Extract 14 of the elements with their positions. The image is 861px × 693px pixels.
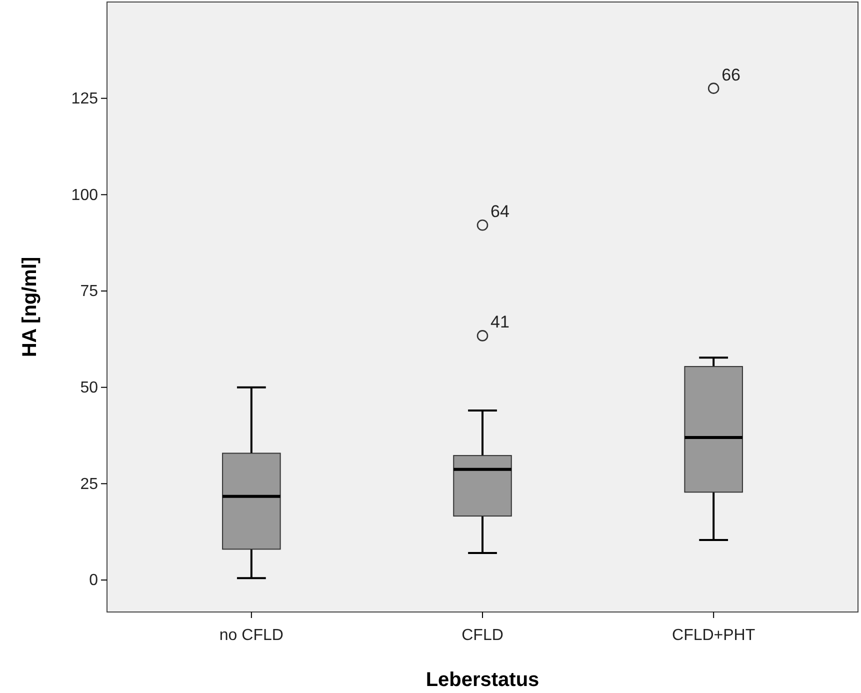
x-axis-title: Leberstatus xyxy=(426,669,540,691)
y-tick-label: 0 xyxy=(89,572,98,590)
y-tick-label: 75 xyxy=(80,283,98,300)
annotation: 64 xyxy=(490,202,510,222)
x-tick-label: CFLD xyxy=(462,627,504,644)
y-tick-label: 50 xyxy=(80,379,98,396)
x-tick-label: CFLD+PHT xyxy=(672,627,756,644)
y-tick-label: 100 xyxy=(71,186,98,204)
y-axis-title: HA [ng/ml] xyxy=(19,256,41,358)
x-tick-label: no CFLD xyxy=(219,627,284,644)
annotation: 41 xyxy=(490,312,510,332)
y-tick-label: 25 xyxy=(80,476,98,493)
annotation: 66 xyxy=(722,65,740,84)
y-tick-label: 125 xyxy=(71,90,98,108)
